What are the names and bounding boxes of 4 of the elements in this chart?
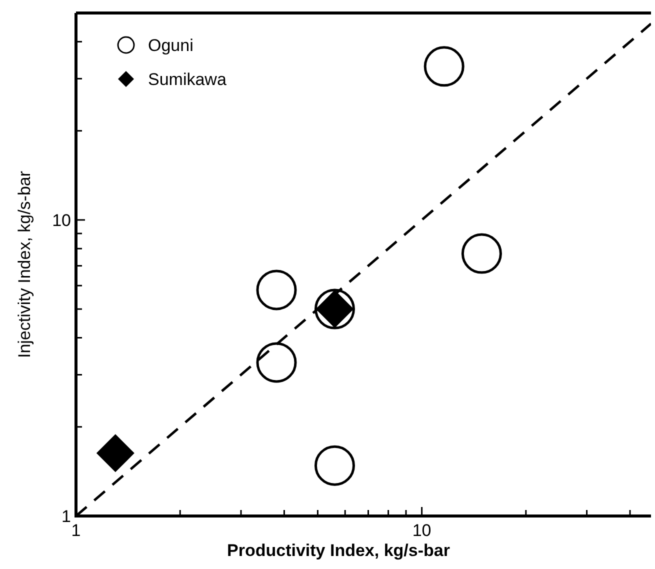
legend-label: Oguni (148, 36, 194, 55)
legend-label: Sumikawa (148, 70, 227, 89)
y-axis-title: Injectivity Index, kg/s-bar (15, 170, 34, 358)
x-axis-title: Productivity Index, kg/s-bar (227, 541, 450, 560)
